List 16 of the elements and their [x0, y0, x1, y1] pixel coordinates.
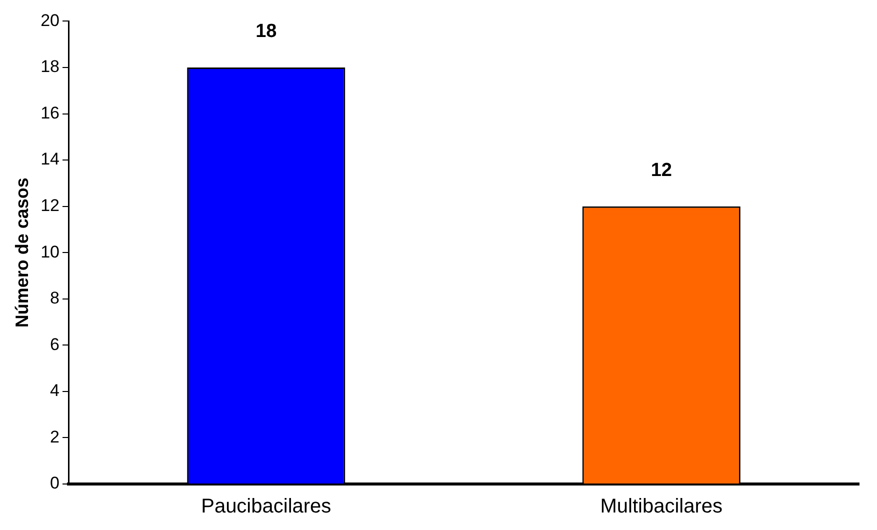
y-tick-label: 6 — [50, 334, 60, 354]
y-tick-label: 8 — [50, 288, 60, 308]
y-tick-label: 20 — [40, 10, 60, 30]
y-tick-label: 0 — [50, 474, 60, 493]
y-tick-label: 18 — [40, 57, 60, 76]
y-tick-label: 12 — [40, 196, 60, 216]
data-label: 12 — [650, 160, 672, 182]
data-label: 18 — [256, 21, 277, 42]
y-tick-label: 16 — [40, 103, 60, 122]
y-tick-label: 4 — [50, 381, 60, 400]
x-tick-label: Paucibacilares — [201, 496, 332, 518]
y-tick-label: 10 — [40, 242, 60, 262]
y-axis-title: Número de casos — [12, 178, 32, 328]
y-tick-label: 14 — [40, 150, 60, 169]
y-tick-label: 2 — [50, 427, 60, 446]
x-tick-label: Multibacilares — [600, 496, 723, 518]
